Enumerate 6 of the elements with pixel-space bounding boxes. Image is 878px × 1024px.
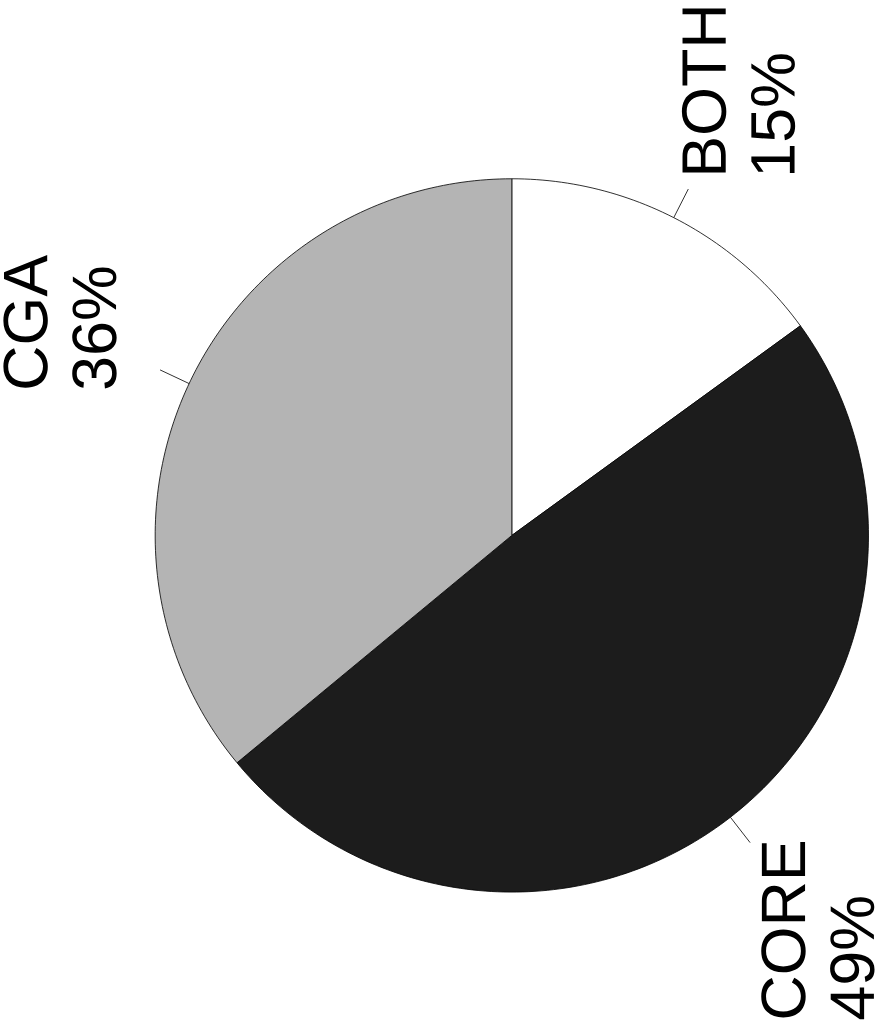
data-label: 49%: [830, 897, 875, 1020]
data-label: 15%: [751, 54, 796, 173]
slice-label: BOTH: [681, 8, 727, 173]
slice-label: CGA: [3, 254, 48, 388]
data-label: 36%: [72, 267, 117, 389]
slice-label: CORE: [761, 841, 806, 1018]
